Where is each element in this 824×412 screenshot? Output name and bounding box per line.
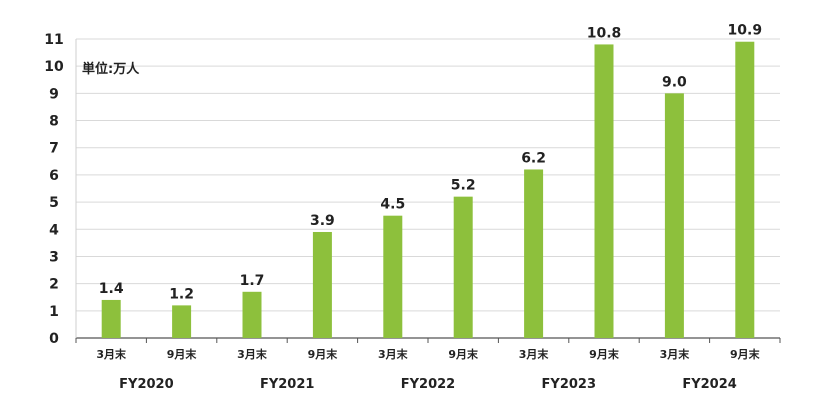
value-label: 3.9 xyxy=(310,213,335,229)
y-axis-ticks: 0 1 2 3 4 5 6 7 8 9 10 11 xyxy=(44,32,64,347)
bar xyxy=(524,169,544,338)
group-label: FY2020 xyxy=(119,377,173,392)
group-labels: FY2020 FY2021 FY2022 FY2023 FY2024 xyxy=(119,377,737,392)
unit-label: 単位:万人 xyxy=(82,61,140,77)
value-label: 10.9 xyxy=(728,23,763,39)
value-label: 4.5 xyxy=(380,197,405,213)
category-label: 9月末 xyxy=(589,347,620,361)
bar xyxy=(735,41,755,339)
gridlines xyxy=(76,38,780,312)
category-label: 9月末 xyxy=(730,347,761,361)
value-label: 9.0 xyxy=(662,74,687,90)
category-label: 9月末 xyxy=(167,347,198,361)
value-label: 10.8 xyxy=(587,25,622,41)
group-label: FY2023 xyxy=(542,377,596,392)
bar xyxy=(594,44,614,338)
category-label: 9月末 xyxy=(308,347,339,361)
value-labels: 1.4 1.2 1.7 3.9 4.5 5.2 6.2 10.8 9.0 10.9 xyxy=(99,23,762,303)
group-label: FY2021 xyxy=(260,377,314,392)
category-label: 3月末 xyxy=(96,347,127,361)
bar xyxy=(101,299,121,338)
category-labels: 3月末 9月末 3月末 9月末 3月末 9月末 3月末 9月末 3月末 9月末 xyxy=(96,347,760,361)
bar xyxy=(242,291,262,338)
y-tick-label: 8 xyxy=(49,114,59,130)
y-tick-label: 10 xyxy=(44,59,64,75)
bar xyxy=(172,305,192,338)
y-tick-label: 9 xyxy=(49,86,59,102)
x-axis-tickmarks xyxy=(75,338,781,343)
category-label: 9月末 xyxy=(448,347,479,361)
category-label: 3月末 xyxy=(237,347,268,361)
bar xyxy=(383,215,403,338)
value-label: 5.2 xyxy=(451,178,476,194)
y-tick-label: 7 xyxy=(49,141,59,157)
y-tick-label: 11 xyxy=(44,32,63,48)
bar xyxy=(312,231,332,338)
y-tick-label: 1 xyxy=(49,304,59,320)
category-label: 3月末 xyxy=(660,347,691,361)
category-label: 3月末 xyxy=(378,347,409,361)
group-label: FY2024 xyxy=(682,377,736,392)
bars xyxy=(101,41,755,339)
y-tick-label: 5 xyxy=(49,195,59,211)
bar xyxy=(664,93,684,338)
y-tick-label: 2 xyxy=(49,277,59,293)
y-tick-label: 3 xyxy=(49,249,59,265)
value-label: 1.7 xyxy=(240,273,265,289)
y-tick-label: 4 xyxy=(49,222,59,238)
value-label: 1.4 xyxy=(99,281,124,297)
value-label: 6.2 xyxy=(521,150,546,166)
category-label: 3月末 xyxy=(519,347,550,361)
y-tick-label: 0 xyxy=(49,331,59,347)
y-tick-label: 6 xyxy=(49,168,59,184)
value-label: 1.2 xyxy=(169,286,194,302)
bar xyxy=(453,196,473,338)
group-label: FY2022 xyxy=(401,377,455,392)
